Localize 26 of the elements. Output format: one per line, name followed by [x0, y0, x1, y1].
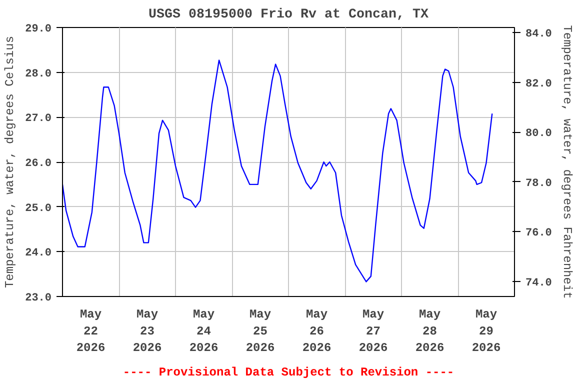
y-tick-label: 27.0: [25, 113, 52, 126]
y-tick-label: 28.0: [25, 68, 52, 80]
text: ---- Provisional Data Subject to Revision ----: [122, 366, 454, 380]
x-tick-label: May 26 2026: [302, 308, 332, 356]
x-tick-label: May 29 2026: [472, 308, 501, 356]
y-tick-label: 26.0: [25, 158, 52, 170]
y-tick-label: 23.0: [25, 292, 52, 304]
x-tick-label: May 28 2026: [415, 308, 444, 356]
y-tick-label: 24.0: [25, 248, 52, 260]
y-tick-label: 25.0: [25, 202, 52, 215]
y-axis-title: Temperature, water, degrees Celsius: [3, 36, 18, 288]
y2-tick-label: 84.0: [526, 28, 552, 40]
x-tick-label: May 22 2026: [76, 308, 106, 356]
y2-tick-label: 76.0: [526, 228, 552, 240]
y2-axis-title: Temperature, water, degrees Fahrenheit: [560, 25, 574, 299]
line-series: [62, 60, 493, 282]
chart-title: USGS 08195000 Frio Rv at Concan, TX: [148, 8, 428, 22]
y2-tick-label: 74.0: [526, 278, 552, 290]
y-tick-label: 29.0: [25, 24, 52, 36]
x-tick-label: May 25 2026: [246, 308, 275, 356]
x-tick-label: May 27 2026: [358, 308, 388, 356]
y2-tick-label: 82.0: [526, 78, 552, 90]
y2-tick-label: 78.0: [526, 178, 552, 190]
x-tick-label: May 23 2026: [132, 308, 162, 356]
y2-tick-label: 80.0: [526, 128, 552, 140]
x-tick-label: May 24 2026: [189, 308, 218, 356]
